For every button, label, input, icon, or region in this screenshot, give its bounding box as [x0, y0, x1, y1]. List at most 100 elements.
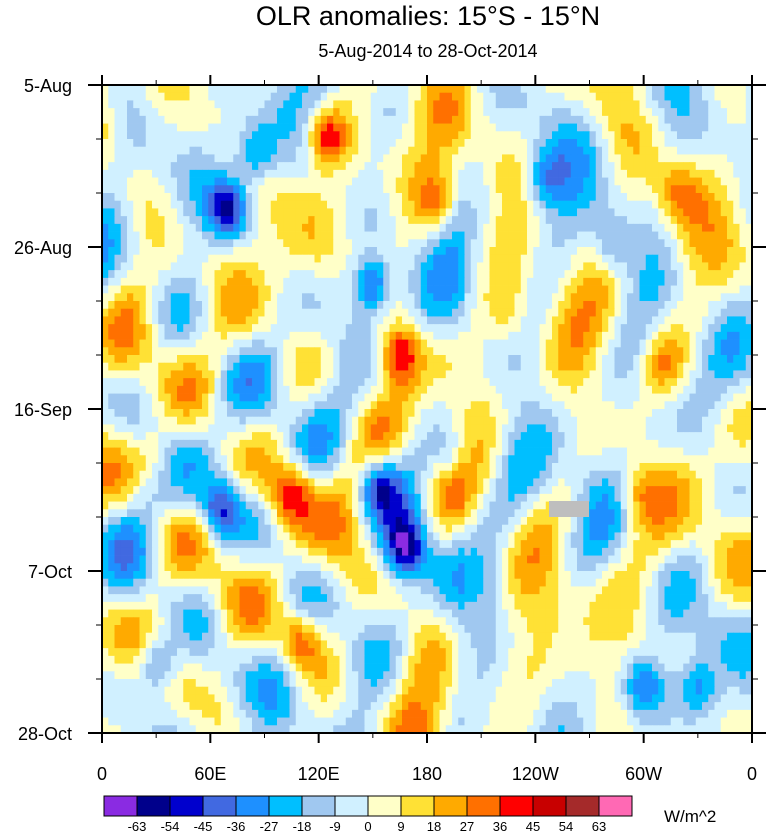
heatmap-cell: [214, 146, 222, 155]
heatmap-cell: [214, 115, 222, 124]
heatmap-cell: [602, 285, 609, 294]
heatmap-cell: [239, 447, 247, 456]
heatmap-cell: [733, 216, 740, 225]
heatmap-cell: [152, 370, 159, 379]
heatmap-cell: [739, 378, 747, 387]
heatmap-cell: [652, 208, 659, 217]
heatmap-cell: [220, 385, 228, 394]
heatmap-cell: [239, 293, 247, 302]
heatmap-cell: [127, 254, 134, 263]
heatmap-cell: [227, 293, 234, 302]
heatmap-cell: [708, 424, 715, 433]
heatmap-cell: [702, 239, 709, 248]
heatmap-cell: [552, 439, 559, 448]
heatmap-cell: [589, 393, 597, 402]
heatmap-cell: [289, 432, 297, 441]
heatmap-cell: [589, 146, 597, 155]
heatmap-cell: [533, 385, 540, 394]
heatmap-cell: [458, 177, 465, 186]
heatmap-cell: [714, 308, 722, 317]
heatmap-cell: [270, 92, 278, 101]
heatmap-cell: [158, 146, 165, 155]
heatmap-cell: [145, 139, 153, 148]
heatmap-cell: [339, 339, 347, 348]
heatmap-cell: [727, 162, 734, 171]
heatmap-cell: [120, 177, 128, 186]
heatmap-cell: [289, 447, 297, 456]
heatmap-cell: [695, 200, 703, 209]
heatmap-cell: [645, 385, 653, 394]
heatmap-cell: [545, 200, 553, 209]
heatmap-cell: [214, 424, 222, 433]
heatmap-cell: [358, 432, 365, 441]
heatmap-cell: [377, 277, 384, 286]
heatmap-cell: [345, 416, 353, 425]
heatmap-cell: [708, 85, 715, 94]
heatmap-cell: [364, 393, 372, 402]
heatmap-cell: [108, 139, 115, 148]
heatmap-cell: [608, 277, 615, 286]
heatmap-cell: [427, 424, 434, 433]
heatmap-cell: [452, 362, 459, 371]
heatmap-cell: [602, 85, 609, 94]
heatmap-cell: [733, 447, 740, 456]
heatmap-cell: [170, 92, 178, 101]
heatmap-cell: [714, 362, 722, 371]
heatmap-cell: [539, 370, 547, 379]
heatmap-cell: [270, 131, 278, 140]
heatmap-cell: [664, 347, 672, 356]
heatmap-cell: [383, 85, 390, 94]
heatmap-cell: [289, 169, 297, 178]
heatmap-cell: [664, 270, 672, 279]
heatmap-cell: [695, 162, 703, 171]
heatmap-cell: [527, 100, 534, 109]
heatmap-cell: [745, 331, 752, 340]
heatmap-cell: [377, 177, 384, 186]
heatmap-cell: [727, 108, 734, 117]
heatmap-cell: [477, 139, 484, 148]
heatmap-cell: [508, 123, 515, 132]
heatmap-cell: [558, 270, 565, 279]
heatmap-cell: [639, 424, 647, 433]
heatmap-cell: [220, 247, 228, 256]
heatmap-cell: [345, 331, 353, 340]
heatmap-cell: [195, 355, 203, 364]
heatmap-cell: [252, 223, 259, 232]
heatmap-cell: [302, 123, 309, 132]
heatmap-cell: [370, 223, 378, 232]
heatmap-cell: [302, 285, 309, 294]
heatmap-cell: [252, 277, 259, 286]
heatmap-cell: [733, 85, 740, 94]
heatmap-cell: [339, 393, 347, 402]
heatmap-cell: [270, 316, 278, 325]
heatmap-cell: [264, 301, 272, 310]
heatmap-cell: [458, 439, 465, 448]
heatmap-cell: [127, 424, 134, 433]
heatmap-cell: [239, 316, 247, 325]
heatmap-cell: [545, 254, 553, 263]
heatmap-cell: [233, 308, 240, 317]
heatmap-cell: [595, 316, 603, 325]
heatmap-cell: [277, 139, 284, 148]
heatmap-cell: [202, 324, 209, 333]
heatmap-cell: [164, 100, 172, 109]
heatmap-cell: [445, 270, 453, 279]
heatmap-cell: [670, 324, 678, 333]
heatmap-cell: [152, 270, 159, 279]
heatmap-cell: [527, 347, 534, 356]
heatmap-cell: [370, 277, 378, 286]
heatmap-cell: [727, 331, 734, 340]
heatmap-cell: [520, 401, 528, 410]
heatmap-cell: [489, 223, 497, 232]
heatmap-cell: [433, 185, 440, 194]
heatmap-cell: [152, 401, 159, 410]
heatmap-cell: [708, 409, 715, 418]
heatmap-cell: [470, 362, 478, 371]
heatmap-cell: [708, 432, 715, 441]
heatmap-cell: [314, 339, 322, 348]
heatmap-cell: [502, 216, 509, 225]
heatmap-cell: [645, 447, 653, 456]
heatmap-cell: [358, 447, 365, 456]
heatmap-cell: [545, 223, 553, 232]
heatmap-cell: [314, 162, 322, 171]
